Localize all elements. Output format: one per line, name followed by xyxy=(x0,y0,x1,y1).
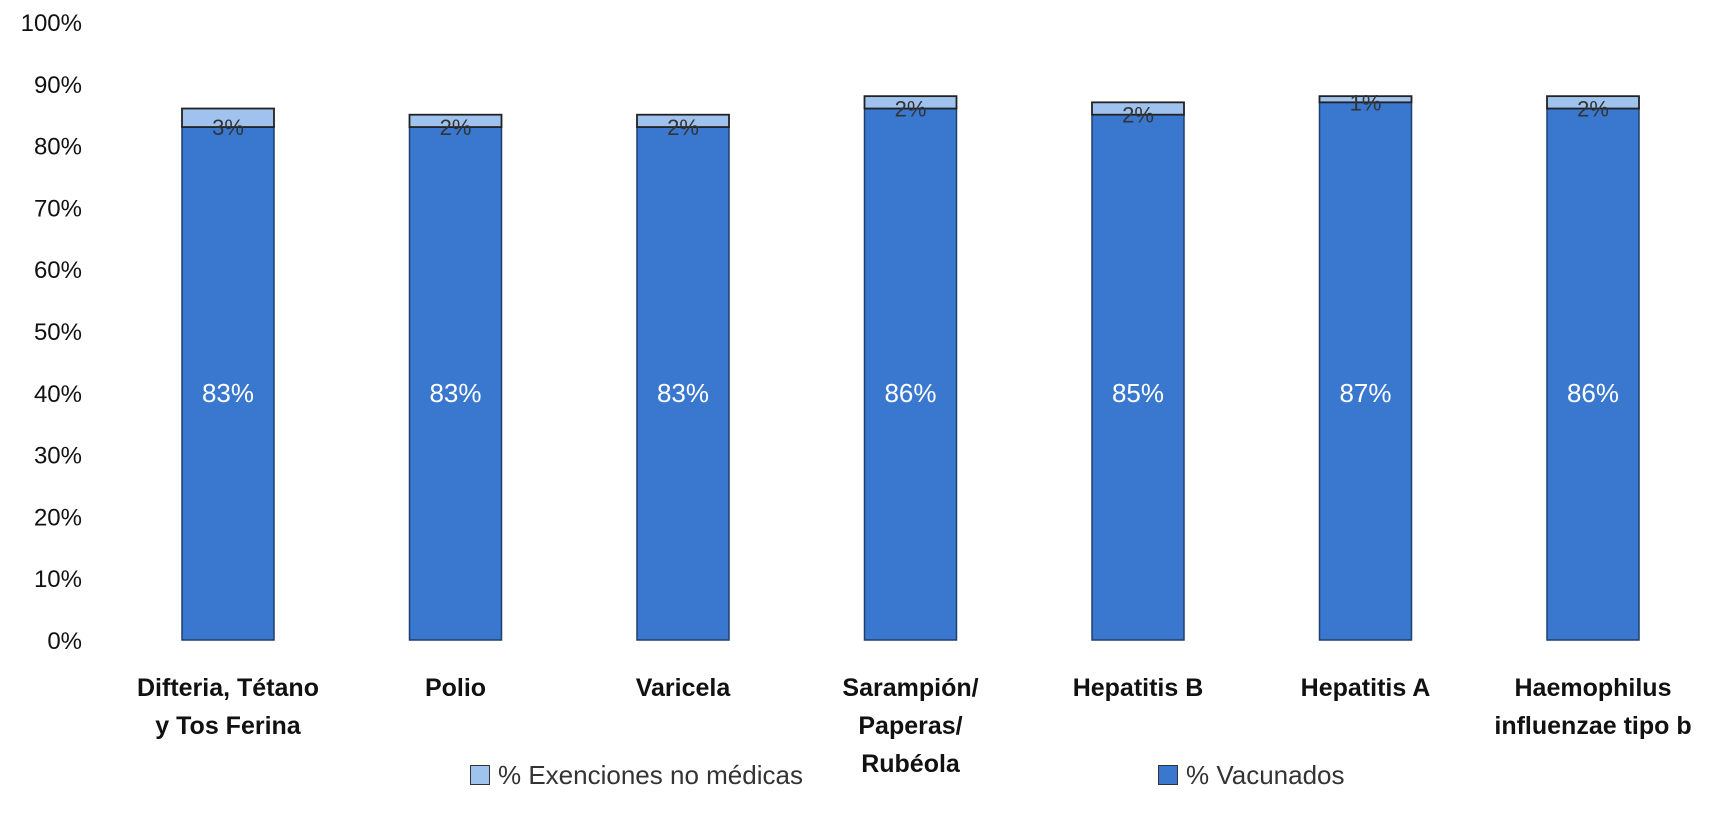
legend-label-exenciones: % Exenciones no médicas xyxy=(498,759,803,790)
bar-vacunados xyxy=(1318,101,1413,641)
y-tick-label: 40% xyxy=(34,381,82,408)
bar-vacunados xyxy=(1546,107,1640,641)
y-tick-label: 50% xyxy=(34,319,82,346)
data-label-exenciones: 3% xyxy=(212,115,244,140)
bar-exenciones xyxy=(636,113,730,128)
category-label: Rubéola xyxy=(861,750,961,778)
bar-vacunados xyxy=(181,126,275,641)
y-tick-label: 0% xyxy=(47,628,82,655)
data-label-exenciones: 2% xyxy=(895,97,927,122)
bar-exenciones xyxy=(1091,101,1185,116)
data-label-vacunados: 87% xyxy=(1339,378,1391,408)
data-label-exenciones: 2% xyxy=(440,115,472,140)
category-label: Haemophilus xyxy=(1515,674,1672,702)
y-tick-label: 60% xyxy=(34,257,82,284)
data-label-exenciones: 2% xyxy=(1122,103,1154,128)
category-label: Difteria, Tétano xyxy=(137,674,319,702)
data-label-vacunados: 83% xyxy=(429,378,481,408)
category-label: Varicela xyxy=(636,674,732,702)
data-label-vacunados: 86% xyxy=(884,378,936,408)
legend-item-exenciones: % Exenciones no médicas xyxy=(470,760,803,790)
data-label-vacunados: 83% xyxy=(657,378,709,408)
bar-exenciones xyxy=(863,95,958,110)
data-label-vacunados: 83% xyxy=(202,378,254,408)
bar-vacunados xyxy=(636,126,730,641)
bar-exenciones xyxy=(1546,95,1640,110)
bar-vacunados xyxy=(863,107,958,641)
y-tick-label: 20% xyxy=(34,504,82,531)
legend-label-vacunados: % Vacunados xyxy=(1186,759,1345,790)
y-tick-label: 70% xyxy=(34,195,82,222)
category-label: y Tos Ferina xyxy=(155,712,302,740)
y-tick-label: 80% xyxy=(34,134,82,161)
y-tick-label: 90% xyxy=(34,72,82,99)
data-label-vacunados: 85% xyxy=(1112,378,1164,408)
category-label: Polio xyxy=(425,674,486,702)
category-label: Hepatitis A xyxy=(1301,674,1431,702)
bar-exenciones xyxy=(408,113,503,128)
y-tick-label: 30% xyxy=(34,443,82,470)
legend-item-vacunados: % Vacunados xyxy=(1158,760,1345,790)
data-label-exenciones: 2% xyxy=(1577,97,1609,122)
legend-swatch-vacunados xyxy=(1158,765,1178,785)
data-label-exenciones: 1% xyxy=(1350,90,1382,115)
category-label: Hepatitis B xyxy=(1073,674,1204,702)
legend-swatch-exenciones xyxy=(470,765,490,785)
data-label-exenciones: 2% xyxy=(667,115,699,140)
category-label: influenzae tipo b xyxy=(1494,712,1691,740)
y-tick-label: 100% xyxy=(21,10,82,37)
y-tick-label: 10% xyxy=(34,566,82,593)
bar-exenciones xyxy=(1318,95,1413,104)
data-label-vacunados: 86% xyxy=(1567,378,1619,408)
category-label: Paperas/ xyxy=(858,712,962,740)
bar-exenciones xyxy=(181,107,275,128)
category-label: Sarampión/ xyxy=(842,674,978,702)
